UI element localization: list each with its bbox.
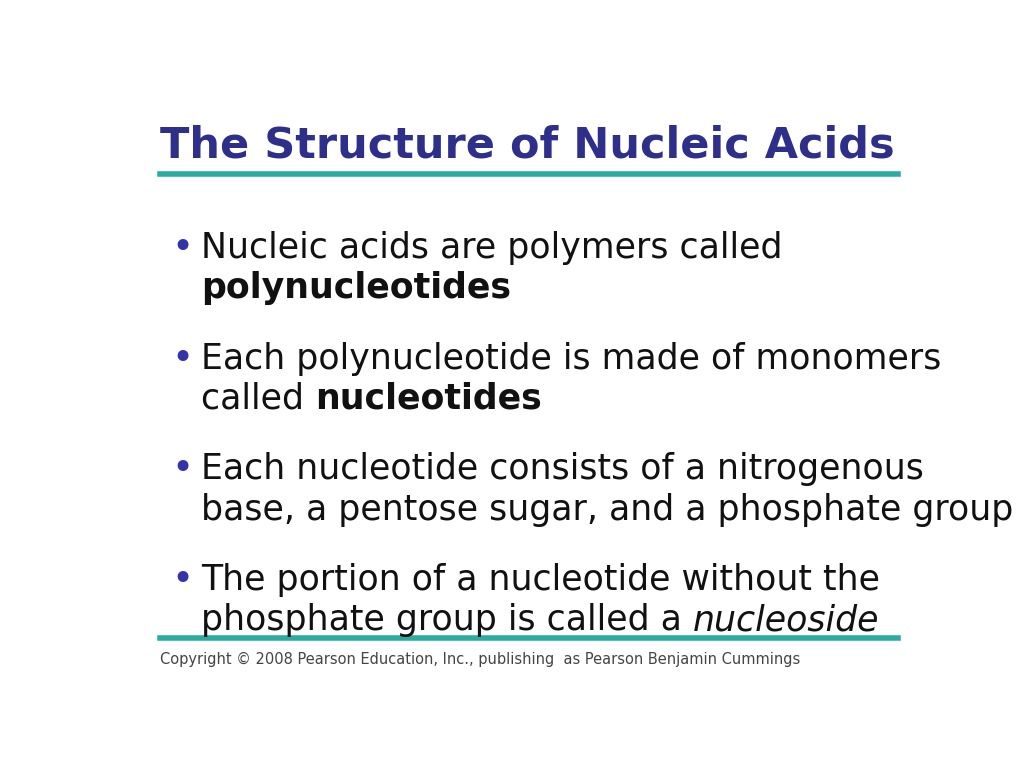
Text: Copyright © 2008 Pearson Education, Inc., publishing  as Pearson Benjamin Cummin: Copyright © 2008 Pearson Education, Inc.… bbox=[160, 652, 800, 667]
Text: nucleoside: nucleoside bbox=[693, 603, 880, 637]
Text: Each nucleotide consists of a nitrogenous: Each nucleotide consists of a nitrogenou… bbox=[201, 452, 924, 486]
Text: •: • bbox=[172, 231, 194, 267]
Text: •: • bbox=[172, 452, 194, 488]
Text: base, a pentose sugar, and a phosphate group: base, a pentose sugar, and a phosphate g… bbox=[201, 492, 1014, 527]
Text: •: • bbox=[172, 563, 194, 599]
Text: called: called bbox=[201, 382, 315, 416]
Text: The Structure of Nucleic Acids: The Structure of Nucleic Acids bbox=[160, 124, 894, 167]
Text: Each polynucleotide is made of monomers: Each polynucleotide is made of monomers bbox=[201, 342, 941, 376]
Text: Nucleic acids are polymers called: Nucleic acids are polymers called bbox=[201, 231, 794, 265]
Text: The portion of a nucleotide without the: The portion of a nucleotide without the bbox=[201, 563, 880, 597]
Text: nucleotides: nucleotides bbox=[315, 382, 542, 416]
Text: •: • bbox=[172, 342, 194, 378]
Text: phosphate group is called a: phosphate group is called a bbox=[201, 603, 693, 637]
Text: polynucleotides: polynucleotides bbox=[201, 271, 511, 306]
